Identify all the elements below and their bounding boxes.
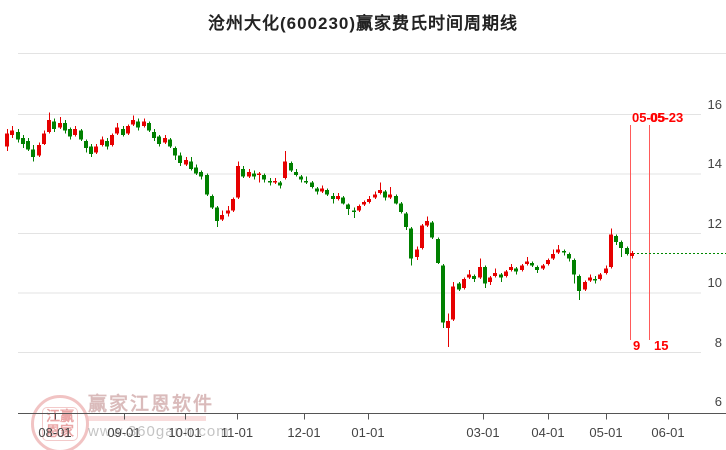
fib-line-count-label: 15 xyxy=(654,338,669,353)
y-axis-label: 14 xyxy=(707,156,722,171)
x-axis-label: 01-01 xyxy=(351,425,385,440)
x-axis-label: 03-01 xyxy=(466,425,500,440)
seal-row-top: 江赢 xyxy=(46,408,74,424)
fib-line-date-label: 05-05 xyxy=(632,110,666,125)
y-axis-label: 12 xyxy=(707,216,722,231)
y-axis-label: 16 xyxy=(707,97,722,112)
watermark-divider-bar xyxy=(88,416,206,421)
x-axis-label: 10-01 xyxy=(168,425,202,440)
watermark-brand-text: 赢家江恩软件 xyxy=(88,394,215,415)
watermark-url-text: www.360gann.com xyxy=(88,423,230,440)
y-axis-label: 10 xyxy=(707,275,722,290)
x-axis-label: 09-01 xyxy=(107,425,141,440)
x-axis-label: 04-01 xyxy=(531,425,565,440)
y-axis-label: 8 xyxy=(714,335,722,350)
x-axis-label: 08-01 xyxy=(38,425,72,440)
watermark-seal-text: 江赢 恩家 xyxy=(42,407,78,441)
x-axis-label: 12-01 xyxy=(287,425,321,440)
x-axis-label: 11-01 xyxy=(220,425,254,440)
fib-line-date-label: 05-23 xyxy=(650,110,684,125)
fib-line-count-label: 9 xyxy=(633,338,641,353)
y-axis-label: 6 xyxy=(714,394,722,409)
seal-row-bottom: 恩家 xyxy=(46,423,74,439)
x-axis-label: 05-01 xyxy=(589,425,623,440)
x-axis-label: 06-01 xyxy=(651,425,685,440)
page-title: 沧州大化(600230)赢家费氏时间周期线 xyxy=(207,14,519,33)
watermark-seal-logo: 江赢 恩家 xyxy=(31,395,89,450)
